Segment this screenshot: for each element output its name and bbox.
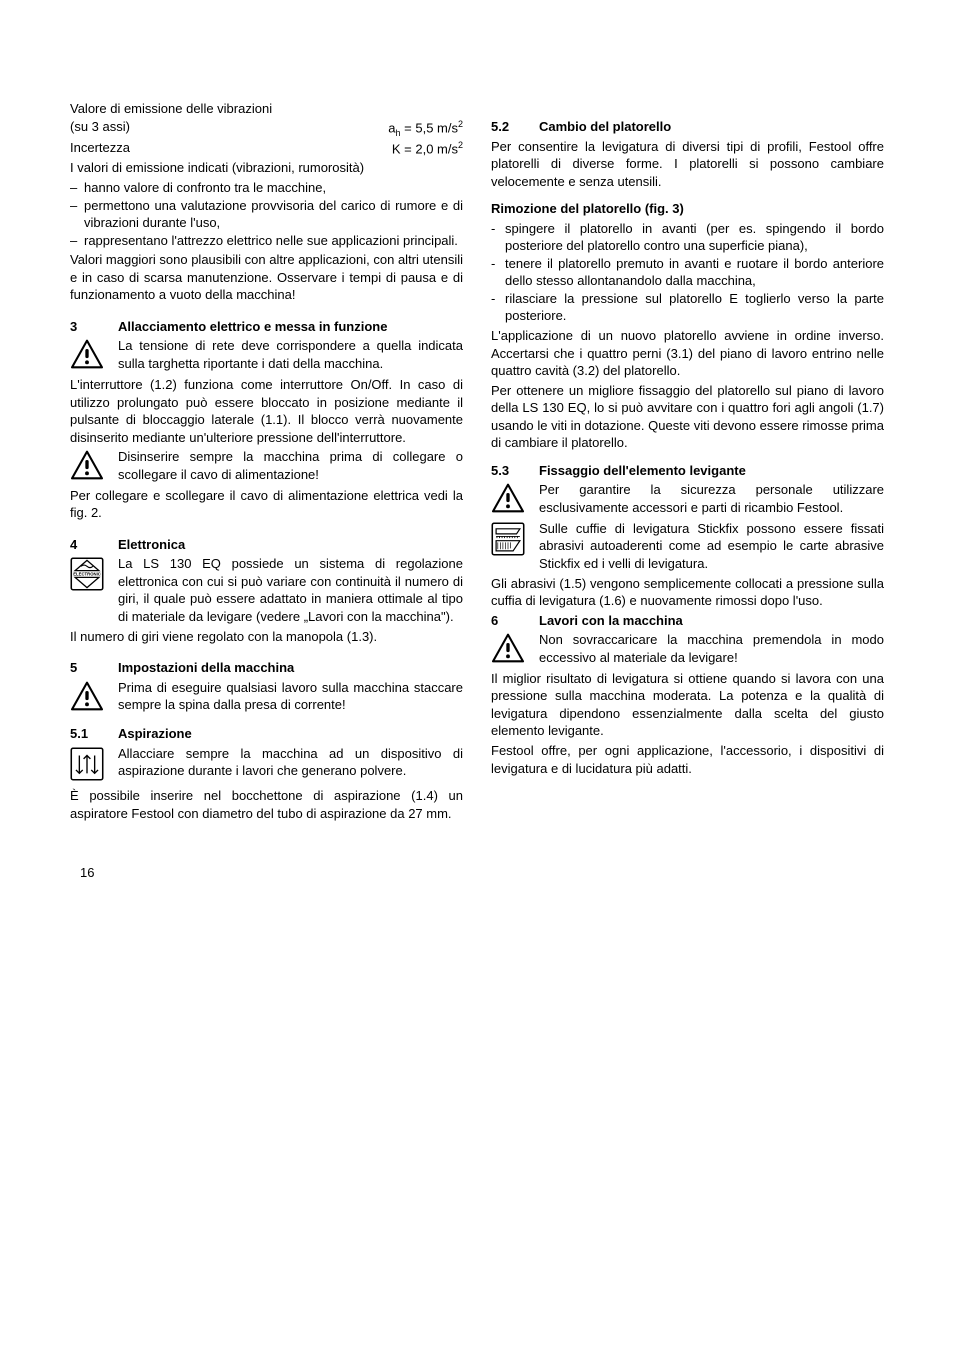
s3-warn-block: La tensione di rete deve corrispondere a… bbox=[70, 337, 463, 374]
s3-warn-text: La tensione di rete deve corrispondere a… bbox=[118, 337, 463, 374]
s53-p1: Gli abrasivi (1.5) vengono semplicemente… bbox=[491, 575, 884, 610]
warning-icon bbox=[491, 483, 525, 513]
section-53-head: 5.3 Fissaggio dell'elemento levigante bbox=[491, 462, 884, 480]
s5-warn-text: Prima di eseguire qualsiasi lavoro sulla… bbox=[118, 679, 463, 716]
s3-p2: Per collegare e scollegare il cavo di al… bbox=[70, 487, 463, 522]
vib-r1-left: (su 3 assi) bbox=[70, 118, 130, 139]
vibration-intro: Valore di emissione delle vibrazioni bbox=[70, 100, 463, 118]
warning-icon bbox=[491, 633, 525, 663]
vib-r2-right: K = 2,0 m/s2 bbox=[392, 139, 463, 158]
vib-a: a bbox=[388, 120, 395, 135]
s51-dust-block: Allacciare sempre la macchina ad un disp… bbox=[70, 745, 463, 786]
s53-num: 5.3 bbox=[491, 462, 539, 480]
vib-r2-sup: 2 bbox=[458, 140, 463, 150]
vib-p1: I valori di emissione indicati (vibrazio… bbox=[70, 159, 463, 177]
right-column: 5.2 Cambio del platorello Per consentire… bbox=[491, 100, 884, 824]
s5-num: 5 bbox=[70, 659, 118, 677]
warning-icon bbox=[70, 339, 104, 369]
s5-title: Impostazioni della macchina bbox=[118, 659, 463, 677]
s52-subtitle: Rimozione del platorello (fig. 3) bbox=[491, 200, 884, 218]
dust-extraction-icon bbox=[70, 747, 104, 781]
s6-p1: Il miglior risultato di levigatura si ot… bbox=[491, 670, 884, 740]
page-number: 16 bbox=[80, 864, 884, 882]
s6-warn-block: Non sovraccaricare la macchina premendol… bbox=[491, 631, 884, 668]
s51-p1: È possibile inserire nel bocchettone di … bbox=[70, 787, 463, 822]
section-4-head: 4 Elettronica bbox=[70, 536, 463, 554]
section-6-head: 6 Lavori con la macchina bbox=[491, 612, 884, 630]
vib-dash-list: –hanno valore di confronto tra le macchi… bbox=[70, 179, 463, 249]
s53-stick-text: Sulle cuffie di levigatura Stickfix poss… bbox=[539, 520, 884, 573]
vibration-row-1: (su 3 assi) ah = 5,5 m/s2 bbox=[70, 118, 463, 139]
s52-p1: Per consentire la levigatura di diversi … bbox=[491, 138, 884, 191]
vib-p2: Valori maggiori sono plausibili con altr… bbox=[70, 251, 463, 304]
list-item: -rilasciare la pressione sul platorello … bbox=[491, 290, 884, 325]
section-52-head: 5.2 Cambio del platorello bbox=[491, 118, 884, 136]
section-51-head: 5.1 Aspirazione bbox=[70, 725, 463, 743]
electronic-icon: ELECTRONIC bbox=[70, 557, 104, 591]
s6-p2: Festool offre, per ogni applicazione, l'… bbox=[491, 742, 884, 777]
s52-dash-list: -spingere il platorello in avanti (per e… bbox=[491, 220, 884, 325]
s52-title: Cambio del platorello bbox=[539, 118, 884, 136]
s3-title: Allacciamento elettrico e messa in funzi… bbox=[118, 318, 463, 336]
s52-num: 5.2 bbox=[491, 118, 539, 136]
s53-warn-text: Per garantire la sicurezza personale uti… bbox=[539, 481, 884, 518]
s53-warn-block: Per garantire la sicurezza personale uti… bbox=[491, 481, 884, 518]
two-column-layout: Valore di emissione delle vibrazioni (su… bbox=[70, 100, 884, 824]
stickfix-icon bbox=[491, 522, 525, 556]
s3-num: 3 bbox=[70, 318, 118, 336]
s4-p1: La LS 130 EQ possiede un sistema di rego… bbox=[118, 555, 463, 625]
warning-icon bbox=[70, 681, 104, 711]
list-item: –permettono una valutazione provvisoria … bbox=[70, 197, 463, 232]
electronic-label: ELECTRONIC bbox=[73, 572, 101, 577]
list-item: –hanno valore di confronto tra le macchi… bbox=[70, 179, 463, 197]
vib-r1-right: ah = 5,5 m/s2 bbox=[388, 118, 463, 139]
s51-num: 5.1 bbox=[70, 725, 118, 743]
s6-title: Lavori con la macchina bbox=[539, 612, 884, 630]
vib-sup2: 2 bbox=[458, 119, 463, 129]
s3-warn2-block: Disinserire sempre la macchina prima di … bbox=[70, 448, 463, 485]
s6-warn-text: Non sovraccaricare la macchina premendol… bbox=[539, 631, 884, 668]
section-5-head: 5 Impostazioni della macchina bbox=[70, 659, 463, 677]
warning-icon bbox=[70, 450, 104, 480]
s4-p2: Il numero di giri viene regolato con la … bbox=[70, 628, 463, 646]
s3-warn2-text: Disinserire sempre la macchina prima di … bbox=[118, 448, 463, 485]
left-column: Valore di emissione delle vibrazioni (su… bbox=[70, 100, 463, 824]
s52-b3: rilasciare la pressione sul platorello E… bbox=[505, 290, 884, 325]
vib-b1: hanno valore di confronto tra le macchin… bbox=[84, 179, 463, 197]
vib-eq: = 5,5 m/s bbox=[401, 120, 458, 135]
s6-num: 6 bbox=[491, 612, 539, 630]
s52-b2: tenere il platorello premuto in avanti e… bbox=[505, 255, 884, 290]
s4-elec-block: ELECTRONIC La LS 130 EQ possiede un sist… bbox=[70, 555, 463, 625]
vib-b2: permettono una valutazione provvisoria d… bbox=[84, 197, 463, 232]
vibration-row-2: Incertezza K = 2,0 m/s2 bbox=[70, 139, 463, 158]
list-item: -spingere il platorello in avanti (per e… bbox=[491, 220, 884, 255]
s53-stick-block: Sulle cuffie di levigatura Stickfix poss… bbox=[491, 520, 884, 573]
s3-p1: L'interruttore (1.2) funziona come inter… bbox=[70, 376, 463, 446]
s53-title: Fissaggio dell'elemento levigante bbox=[539, 462, 884, 480]
s51-icon-text: Allacciare sempre la macchina ad un disp… bbox=[118, 745, 463, 786]
vib-b3: rappresentano l'attrezzo elettrico nelle… bbox=[84, 232, 463, 250]
s52-b1: spingere il platorello in avanti (per es… bbox=[505, 220, 884, 255]
vib-r2-left: Incertezza bbox=[70, 139, 130, 158]
vib-r2-k: K = 2,0 m/s bbox=[392, 141, 458, 156]
s4-title: Elettronica bbox=[118, 536, 463, 554]
s5-warn-block: Prima di eseguire qualsiasi lavoro sulla… bbox=[70, 679, 463, 716]
section-3-head: 3 Allacciamento elettrico e messa in fun… bbox=[70, 318, 463, 336]
s4-num: 4 bbox=[70, 536, 118, 554]
list-item: -tenere il platorello premuto in avanti … bbox=[491, 255, 884, 290]
list-item: –rappresentano l'attrezzo elettrico nell… bbox=[70, 232, 463, 250]
s51-title: Aspirazione bbox=[118, 725, 463, 743]
s52-p2: L'applicazione di un nuovo platorello av… bbox=[491, 327, 884, 380]
s52-p3: Per ottenere un migliore fissaggio del p… bbox=[491, 382, 884, 452]
